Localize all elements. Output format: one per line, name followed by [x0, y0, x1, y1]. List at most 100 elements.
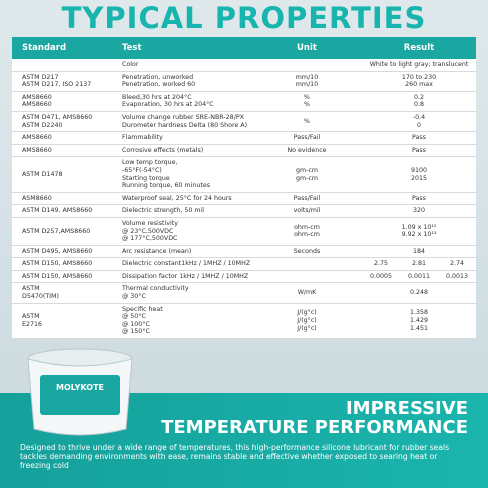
- table-cell: ASTM D5470(TIM): [12, 285, 122, 300]
- table-cell: volts/mil: [252, 207, 362, 215]
- cell-text: 0.248: [409, 289, 429, 297]
- cell-text: %: [304, 101, 310, 109]
- table-cell: Seconds: [252, 248, 362, 256]
- table-cell: ASTM D217 ASTM D217, ISO 2137: [12, 74, 122, 89]
- cell-text: 2.75: [373, 260, 389, 268]
- table-cell: gm-cm gm-cm: [252, 159, 362, 189]
- table-cell: ASTM E2716: [12, 306, 122, 336]
- cell-text: AMS8660: [22, 134, 52, 142]
- table-header: Standard Test Unit Result: [12, 37, 476, 59]
- table-cell: Specific heat @ 50°C @ 100°C @ 150°C: [122, 306, 252, 336]
- cell-text: 184: [412, 247, 426, 255]
- cell-text: Evaporation, 30 hrs at 204°C: [122, 101, 214, 109]
- table-cell: %%: [252, 94, 362, 109]
- cell-text: ASM8660: [22, 194, 52, 202]
- cell-text: 260 max: [405, 81, 433, 89]
- table-cell: ASTM D150, AMS8660: [12, 260, 122, 268]
- cell-text: ASTM D495, AMS8660: [22, 247, 93, 255]
- table-cell: ASTM D1478: [12, 159, 122, 189]
- column-header: Test: [122, 43, 142, 53]
- table-row: AMS8660 Corrosive effects (metals) No evid…: [12, 145, 476, 158]
- table-cell: No evidence: [252, 147, 362, 155]
- table-cell: 184: [362, 248, 476, 256]
- table-row: ASM8660 Waterproof seal, 25°C for 24 hour…: [12, 193, 476, 206]
- table-row: AMS8660 Flammability Pass/Fail Pass: [12, 132, 476, 145]
- cell-text: Pass/Fail: [293, 134, 321, 142]
- table: Standard Test Unit Result Color White to lig…: [12, 37, 476, 340]
- cell-text: 0.8: [413, 101, 424, 109]
- table-cell: Color: [122, 61, 252, 69]
- table-cell: 0.248: [362, 285, 476, 300]
- table-cell: ohm-cm ohm-cm: [252, 220, 362, 243]
- table-cell: ASTM D149, AMS8660: [12, 207, 122, 215]
- cell-text: Flammability: [122, 134, 163, 142]
- cell-text: 2.74: [449, 260, 465, 268]
- table-cell: [252, 273, 362, 281]
- column-header: Result: [403, 43, 435, 53]
- product-image: MOLYKOTE: [27, 348, 133, 436]
- table-row: ASTM D5470(TIM) Thermal conductivity @ 30°C…: [12, 283, 476, 304]
- cell-text: Dissipation factor 1kHz / 1MHZ / 10MHZ: [122, 272, 249, 280]
- table-cell: ASM8660: [12, 195, 122, 203]
- cell-text: mm/10: [295, 81, 319, 89]
- table-cell: Penetration, unworked Penetration, worked…: [122, 74, 252, 89]
- cell-text: Arc resistance (mean): [122, 247, 192, 255]
- cell-text: 1.451: [409, 324, 429, 332]
- table-row: ASTM D150, AMS8660 Dielectric constant1kH…: [12, 258, 476, 271]
- table-row: ASTM D217 ASTM D217, ISO 2137 Penetration,…: [12, 72, 476, 92]
- cell-text: 0.2: [413, 93, 424, 101]
- cell-text: ASTM D2240: [22, 121, 63, 129]
- cell-text: 1.09 x 10¹⁵: [401, 223, 437, 231]
- cell-text: J/(g°c): [297, 324, 317, 332]
- table-cell: AMS8660 AMS8660: [12, 94, 122, 109]
- table-cell: 2.75 2.81 2.74: [362, 260, 476, 268]
- table-cell: -0.4 0: [362, 114, 476, 129]
- cell-text: W/mK: [297, 289, 317, 297]
- cell-text: 0: [416, 121, 421, 129]
- cell-text: Specific heat: [122, 305, 163, 313]
- cell-text: @ 30°C: [122, 293, 146, 301]
- table-cell: Pass/Fail: [252, 195, 362, 203]
- table-row: ASTM D257,AMS8660 Volume resistivity @ 23°…: [12, 218, 476, 246]
- paragraph: Designed to thrive under a wide range of…: [20, 443, 450, 470]
- cell-text: J/(g°c): [297, 309, 317, 317]
- table-cell: Pass/Fail: [252, 134, 362, 142]
- table-cell: [12, 61, 122, 69]
- table-cell: Thermal conductivity @ 30°C: [122, 285, 252, 300]
- column-header: Standard: [22, 43, 67, 53]
- cell-text: %: [304, 117, 310, 125]
- table-cell: Corrosive effects (metals): [122, 147, 252, 155]
- cell-text: 0.0013: [445, 272, 469, 280]
- cell-text: gm-cm: [296, 166, 318, 174]
- cell-text: 170 to 230: [401, 73, 437, 81]
- cell-text: 0.0011: [407, 272, 431, 280]
- product-label: MOLYKOTE: [56, 383, 104, 392]
- cell-text: White to light gray; translucent: [369, 61, 469, 68]
- cell-text: ASTM D217: [22, 73, 59, 81]
- table-cell: J/(g°c) J/(g°c) J/(g°c): [252, 306, 362, 336]
- table-row: ASTM E2716 Specific heat @ 50°C @ 100°C @ 150…: [12, 304, 476, 340]
- cell-text: @ 100°C: [122, 320, 150, 328]
- cell-text: 2015: [410, 174, 428, 182]
- table-cell: ASTM D257,AMS8660: [12, 220, 122, 243]
- table-row: ASTM D495, AMS8660 Arc resistance (mean) S…: [12, 246, 476, 259]
- title: TYPICAL PROPERTIES: [61, 1, 427, 35]
- cell-text: mm/10: [295, 73, 319, 81]
- table-cell: Flammability: [122, 134, 252, 142]
- cell-text: @ 150°C: [122, 328, 150, 336]
- cell-text: ohm-cm: [294, 231, 320, 239]
- table-cell: 170 to 230 260 max: [362, 74, 476, 89]
- table-cell: ASTM D150, AMS8660: [12, 273, 122, 281]
- cell-text: @ 50°C: [122, 313, 146, 321]
- cell-text: ohm-cm: [294, 223, 320, 231]
- table-cell: [252, 260, 362, 268]
- table-cell: Dielectric strength, 50 mil: [122, 207, 252, 215]
- table-cell: Pass: [362, 134, 476, 142]
- cell-text: Volume resistivity: [122, 219, 178, 227]
- cell-text: ASTM D257,AMS8660: [22, 227, 91, 235]
- cell-text: ASTM D1478: [22, 170, 63, 178]
- heading: IMPRESSIVE: [345, 398, 468, 419]
- cell-text: Thermal conductivity: [122, 285, 189, 293]
- table-cell: Low temp torque, -65°F(-54°C) Starting tor…: [122, 159, 252, 189]
